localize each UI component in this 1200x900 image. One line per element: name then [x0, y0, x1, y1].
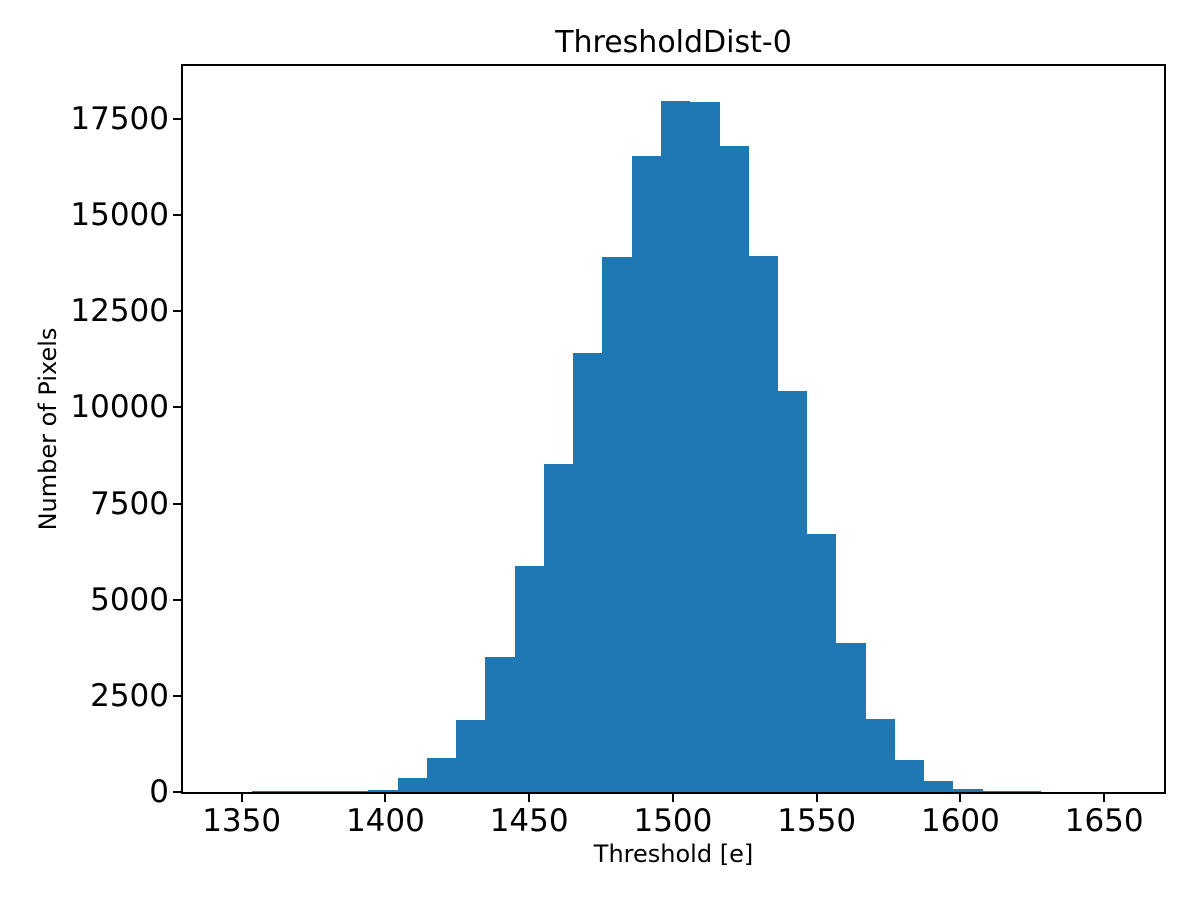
histogram-bar	[806, 534, 837, 792]
x-tick-label: 1650	[1064, 803, 1144, 839]
histogram-bar	[456, 720, 486, 792]
x-tick-mark	[815, 794, 818, 802]
histogram-bar	[339, 790, 369, 792]
x-tick-label: 1400	[345, 803, 425, 839]
histogram-bar	[368, 789, 399, 792]
x-tick-label: 1500	[633, 803, 713, 839]
histogram-bar	[280, 791, 311, 792]
plot-area: 1350 1400 1450 1500 1550 1600 1650 0 2500 5000 75…	[70, 64, 1166, 838]
y-tick-mark	[173, 694, 181, 697]
y-tick-label: 15000	[70, 197, 169, 234]
x-tick-label: 1550	[777, 803, 857, 839]
y-tick-mark	[173, 118, 181, 121]
y-tick-mark	[173, 310, 181, 313]
y-tick-mark	[173, 598, 181, 601]
histogram-bar	[719, 145, 750, 792]
histogram-bar	[923, 781, 954, 792]
histogram-bar	[689, 101, 720, 792]
y-tick-mark	[173, 791, 181, 793]
x-tick-mark	[528, 794, 531, 802]
x-tick-mark	[1103, 794, 1106, 802]
histogram-bar	[602, 256, 632, 792]
histogram-bar	[310, 791, 340, 792]
y-tick-label: 12500	[70, 293, 169, 330]
chart-title: ThresholdDist-0	[555, 25, 792, 60]
histogram-bar	[514, 566, 545, 792]
histogram-bar	[748, 255, 779, 792]
histogram-bar	[543, 463, 574, 792]
histogram-bar	[485, 657, 516, 792]
histogram-bar	[660, 100, 691, 792]
histogram-bar	[1011, 791, 1042, 792]
x-tick-mark	[384, 794, 387, 802]
x-tick-label: 1350	[202, 803, 282, 839]
y-tick-label: 10000	[70, 389, 169, 426]
histogram-bar	[865, 719, 896, 792]
x-tick-label: 1450	[489, 803, 569, 839]
histogram-bars	[183, 66, 1164, 792]
x-axis-label: Threshold [e]	[593, 840, 754, 868]
y-tick-mark	[173, 502, 181, 505]
histogram-bar	[251, 791, 282, 792]
y-tick-mark	[173, 214, 181, 217]
x-tick-mark	[240, 794, 243, 802]
y-tick-label: 0	[149, 774, 169, 810]
histogram-bar	[982, 790, 1012, 792]
y-tick-label: 2500	[90, 677, 169, 714]
y-axis-label: Number of Pixels	[34, 327, 62, 531]
histogram-bar	[952, 789, 983, 792]
y-tick-label: 7500	[90, 485, 169, 522]
histogram-bar	[573, 353, 603, 792]
histogram-bar	[631, 155, 662, 792]
y-tick-mark	[173, 406, 181, 409]
y-tick-label: 17500	[70, 101, 169, 138]
histogram-bar	[777, 390, 808, 792]
histogram-bar	[894, 760, 925, 792]
histogram-bar	[397, 777, 428, 792]
y-tick-label: 5000	[90, 581, 169, 618]
x-tick-mark	[959, 794, 962, 802]
x-tick-mark	[671, 794, 674, 802]
histogram-bar	[835, 642, 866, 792]
histogram-bar	[427, 758, 457, 792]
x-tick-label: 1600	[920, 803, 1000, 839]
